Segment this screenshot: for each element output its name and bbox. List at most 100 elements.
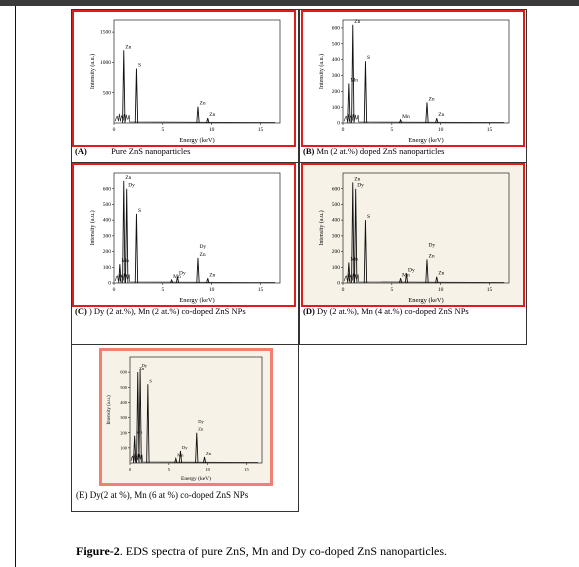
spectrum-peak (347, 83, 351, 124)
spectrum-peak (178, 450, 183, 464)
spectrum-peak (134, 213, 139, 284)
plot-frame (113, 19, 281, 124)
panel-b-tag: (B) (303, 146, 315, 156)
panel-b-frame: Intensity (a.u.) Energy (keV) 0 5 10 15 0 100 20… (301, 10, 525, 147)
plot-frame (342, 172, 510, 284)
y-axis-label: Intensity (a.u.) (318, 210, 325, 245)
y-tick-label: 300 (120, 415, 128, 420)
peak-label: Dy (142, 363, 148, 368)
y-tick-label: 400 (332, 57, 341, 63)
panel-b-caption-text: Mn (2 at.%) doped ZnS nanoparticles (316, 146, 445, 156)
peak-label: Zn (354, 19, 360, 25)
panel-a-caption-text: Pure ZnS nanoparticles (111, 146, 191, 156)
spectrum-peak (404, 273, 409, 284)
peak-label: Mn (350, 257, 358, 263)
plot-frame (113, 172, 281, 284)
x-tick-label: 10 (438, 287, 444, 293)
plot-frame (342, 19, 510, 124)
spectrum-peak (174, 456, 178, 464)
peak-label: S (367, 214, 370, 220)
y-tick-label: 600 (103, 186, 112, 192)
spectrum-peak (435, 276, 439, 284)
y-tick-label: 500 (103, 90, 112, 96)
peak-label: Dy (179, 271, 186, 277)
spectrum-peak (347, 262, 351, 284)
spectrum-baseline (114, 113, 276, 123)
x-axis-label: Energy (keV) (179, 297, 214, 304)
y-tick-label: 1500 (100, 30, 111, 36)
spectrum-peak (134, 68, 139, 124)
x-tick-label: 0 (113, 127, 116, 133)
peak-label: Zn (125, 175, 131, 181)
x-tick-label: 10 (209, 287, 215, 293)
peak-label: Mn (350, 77, 358, 83)
top-bar (0, 0, 579, 6)
y-tick-label: 600 (332, 26, 341, 32)
peak-label: Dy (428, 242, 435, 248)
panel-a-tag: (A) (75, 146, 87, 156)
y-tick-label: 400 (120, 400, 128, 405)
peak-label: Zn (125, 44, 131, 50)
spectrum-peak (169, 278, 174, 284)
spectrum-baseline (343, 113, 505, 123)
spectrum-peak (138, 369, 142, 464)
x-tick-label: 15 (258, 127, 264, 133)
y-tick-label: 100 (103, 265, 112, 271)
peak-label: S (149, 378, 152, 383)
panel-d-frame: Intensity (a.u.) Energy (keV) 0 5 10 15 0 100 20… (301, 163, 525, 307)
panel-e-caption: (E) Dy(2 at %), Mn (6 at %) co-doped ZnS… (76, 490, 296, 501)
peak-label: Dy (182, 445, 188, 450)
y-tick-label: 200 (103, 249, 112, 255)
y-tick-label: 100 (120, 445, 128, 450)
y-tick-label: 300 (103, 233, 112, 239)
peak-label: Zn (428, 253, 434, 259)
spectrum-peak (196, 106, 200, 124)
x-axis-label: Energy (keV) (179, 137, 214, 144)
x-tick-label: 0 (342, 127, 345, 133)
panel-c-frame: Intensity (a.u.) Energy (keV) 0 5 10 15 0 100 20… (72, 163, 296, 307)
y-tick-label: 0 (337, 121, 340, 127)
y-axis-label: Intensity (a.u.) (89, 210, 96, 245)
spectrum-peak (122, 180, 126, 284)
spectrum-peak (125, 188, 129, 284)
spectrum-peak (133, 435, 137, 464)
y-tick-label: 500 (103, 202, 112, 208)
spectrum-peak (118, 264, 122, 284)
spectrum-peak (425, 259, 429, 284)
y-axis-label: Intensity (a.u.) (89, 54, 96, 89)
spectrum-peak (354, 188, 358, 284)
panel-c-caption: (C) ) Dy (2 at.%), Mn (2 at.%) co-doped … (75, 306, 290, 317)
spectrum-peak (435, 118, 439, 124)
panel-d-caption: (D) Dy (2 at.%), Mn (4 at.%) co-doped Zn… (303, 306, 521, 317)
y-tick-label: 600 (120, 370, 128, 375)
panel-c-chart: Intensity (a.u.) Energy (keV) 0 5 10 15 0 100 20… (89, 172, 281, 304)
spectrum-peak (196, 257, 200, 284)
figure-caption: Figure-2. EDS spectra of pure ZnS, Mn an… (76, 544, 447, 559)
peak-label: Dy (357, 183, 364, 189)
peak-label: Zn (198, 427, 204, 432)
y-tick-label: 1000 (100, 60, 111, 66)
panel-d-tag: (D) (303, 306, 315, 316)
peak-label: Dy (408, 268, 415, 274)
spectrum-peak (363, 61, 368, 124)
peak-label: Dy (198, 419, 204, 424)
spectrum-peak (351, 182, 355, 284)
panel-c-tag: (C) (75, 306, 87, 316)
x-axis-label: Energy (keV) (408, 137, 443, 144)
y-tick-label: 400 (332, 218, 341, 224)
spectrum-baseline (130, 453, 259, 463)
panel-e-caption-text: (E) Dy(2 at %), Mn (6 at %) co-doped ZnS… (76, 490, 249, 500)
peak-label: Dy (128, 183, 135, 189)
spectrum-peak (136, 372, 140, 464)
figure-label: Figure-2 (76, 544, 120, 558)
spectrum-peak (122, 50, 126, 124)
spectrum-peak (398, 278, 403, 284)
peak-label: Zn (209, 112, 215, 118)
peak-label: Zn (139, 366, 145, 371)
spectrum-peak (398, 118, 403, 124)
y-tick-label: 500 (332, 202, 341, 208)
peak-label: Zn (438, 112, 444, 118)
page-left-rule (15, 6, 16, 567)
y-tick-label: 200 (332, 89, 341, 95)
spectrum-baseline (114, 273, 276, 283)
